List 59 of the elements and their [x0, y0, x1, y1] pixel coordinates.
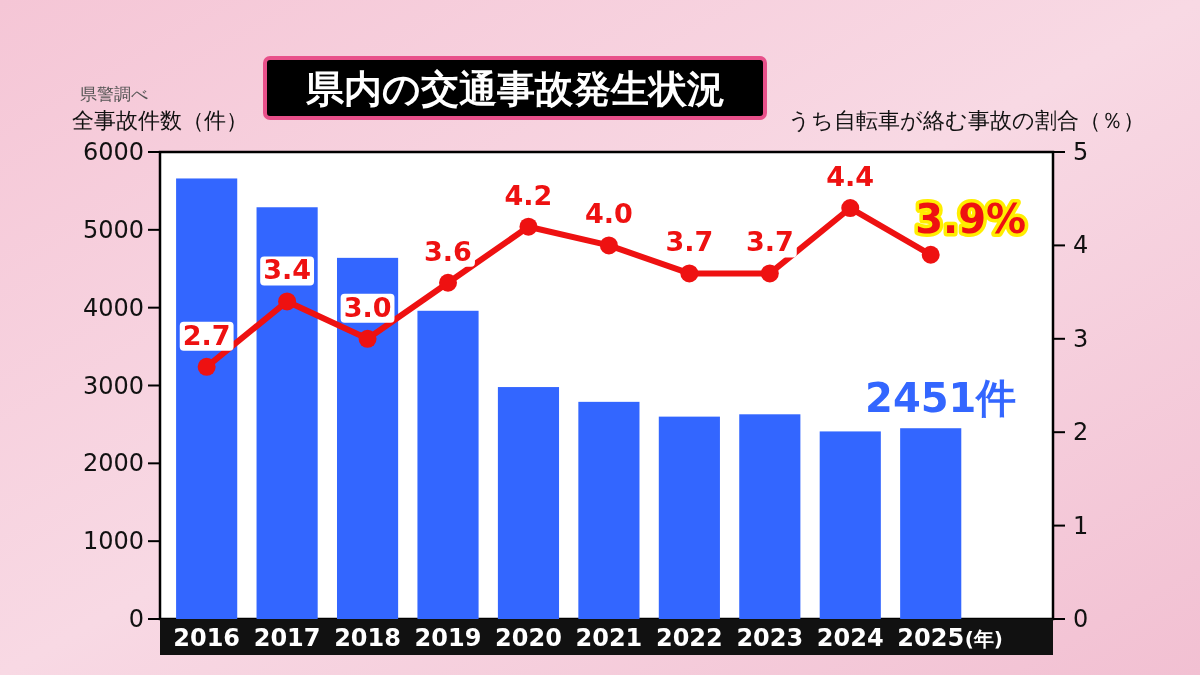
data-label: 4.2	[504, 179, 553, 211]
x-tick-label: 2016	[173, 624, 241, 652]
x-tick-label: 2021	[575, 624, 643, 652]
x-tick-label: 2024	[816, 624, 884, 652]
y-tick-label: 4000	[82, 293, 144, 322]
x-tick-label: 2020	[495, 624, 562, 652]
bar	[417, 310, 479, 619]
x-tick-label: 2022	[655, 624, 723, 652]
y-tick-label: 5000	[82, 215, 144, 244]
bar	[336, 257, 399, 619]
data-label: 2.7	[182, 319, 231, 351]
y2-tick-label: 2	[1073, 418, 1089, 447]
point	[197, 357, 216, 376]
y2-tick-label: 1	[1073, 511, 1089, 540]
bar	[900, 428, 962, 619]
point	[439, 273, 458, 292]
data-label: 3.9%	[915, 195, 1027, 242]
point	[680, 264, 699, 283]
bar	[497, 387, 560, 619]
y-tick-label: 6000	[82, 138, 144, 166]
text: 県警調べ	[80, 84, 148, 104]
y2-tick-label: 3	[1073, 324, 1089, 353]
data-label: 2451件	[865, 375, 1017, 422]
data-label: 4.0	[584, 198, 633, 230]
chart-title: 県内の交通事故発生状況	[304, 67, 725, 111]
point	[760, 264, 779, 283]
bar	[176, 178, 238, 619]
data-label: 4.4	[826, 161, 875, 193]
point	[599, 236, 618, 255]
y-tick-label: 3000	[82, 371, 144, 400]
y-tick-label: 1000	[82, 527, 144, 556]
bar	[658, 416, 720, 619]
y2-axis-title: うち自転車が絡む事故の割合（％）	[788, 108, 1145, 133]
bar	[256, 207, 318, 619]
x-tick-label: 2019	[414, 624, 482, 652]
data-label: 3.6	[424, 235, 472, 267]
y-tick-label: 0	[128, 605, 144, 633]
bar	[739, 414, 801, 619]
data-label: 3.7	[745, 226, 794, 258]
point	[519, 217, 538, 236]
bar	[578, 401, 640, 619]
point	[358, 329, 377, 348]
x-tick-label: 2017	[253, 624, 321, 652]
x-tick-label: 2023	[736, 624, 804, 652]
x-axis-title: (年)	[964, 627, 1003, 651]
data-label: 3.7	[665, 226, 714, 258]
point	[841, 199, 860, 218]
point	[278, 292, 297, 311]
point	[921, 245, 940, 264]
x-tick-label: 2025	[897, 624, 965, 652]
y2-tick-label: 0	[1073, 605, 1089, 633]
data-label: 3.0	[343, 291, 392, 323]
bar	[819, 431, 881, 619]
y-tick-label: 2000	[82, 449, 144, 478]
y-axis-title: 全事故件数（件）	[72, 108, 248, 133]
x-tick-label: 2018	[334, 624, 401, 652]
y2-tick-label: 4	[1073, 231, 1089, 260]
y2-tick-label: 5	[1073, 138, 1089, 166]
data-label: 3.4	[263, 254, 312, 286]
